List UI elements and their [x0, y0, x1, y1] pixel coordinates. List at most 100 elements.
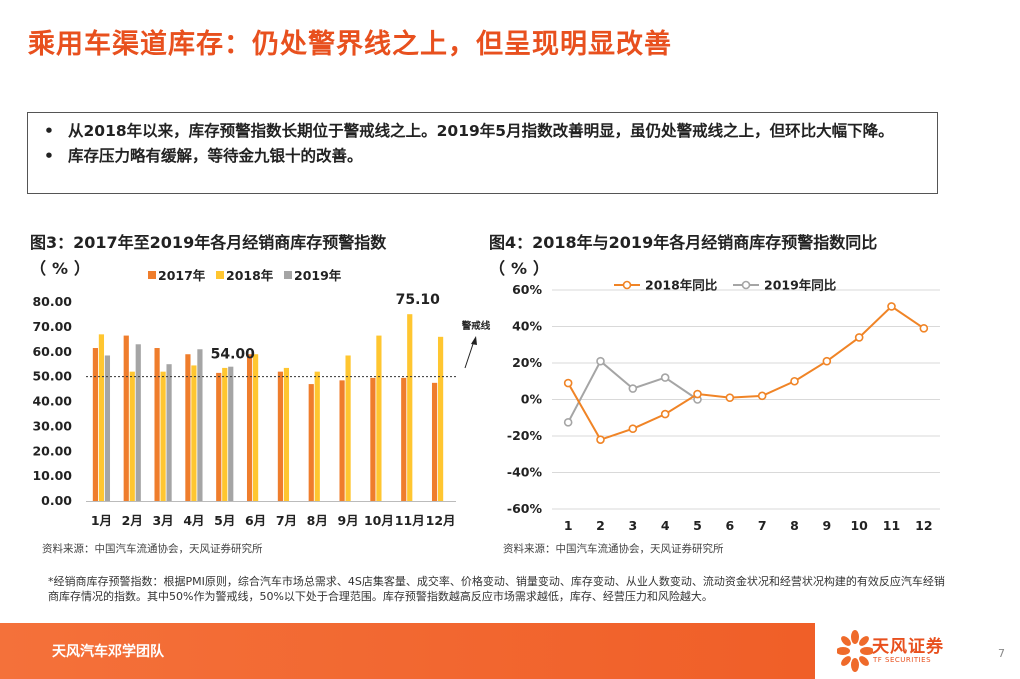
data-point [596, 435, 605, 444]
bar [129, 371, 135, 501]
figure3-title-line2: （%） [30, 259, 97, 278]
summary-box: 从2018年以来，库存预警指数长期位于警戒线之上。2019年5月指数改善明显，虽… [27, 112, 938, 194]
bar [191, 365, 197, 501]
x-tick-label: 9月 [337, 513, 358, 528]
x-tick-label: 3 [628, 518, 637, 533]
data-point [596, 356, 605, 366]
data-point [660, 373, 670, 382]
y-tick-label: 10.00 [32, 468, 72, 483]
y-tick-label: 60% [512, 282, 542, 297]
bar [123, 335, 129, 501]
y-tick-label: 60.00 [32, 344, 72, 359]
figure3-source: 资料来源：中国汽车流通协会，天风证券研究所 [42, 543, 263, 555]
footer-team: 天风汽车邓学团队 [52, 644, 164, 660]
x-tick-label: 8月 [307, 513, 328, 528]
x-tick-label: 1月 [91, 513, 112, 528]
legend-label: 2018年同比 [645, 278, 718, 293]
series-line [567, 305, 925, 441]
data-point [887, 302, 896, 311]
data-point [919, 324, 929, 333]
footer-logo: 天风证券 TF SECURITIES 7 [815, 623, 1020, 679]
bar [246, 354, 253, 501]
data-point [854, 333, 864, 342]
bar [92, 348, 99, 501]
x-tick-label: 10 [850, 518, 868, 533]
bar [314, 371, 320, 501]
bar [277, 371, 284, 501]
bar [308, 384, 314, 501]
bar [166, 364, 172, 501]
bar [98, 334, 105, 501]
legend-label: 2017年 [158, 268, 206, 283]
legend-marker [622, 280, 632, 290]
x-tick-label: 8 [790, 518, 799, 533]
y-tick-label: 20.00 [32, 443, 72, 458]
legend-label: 2019年 [294, 268, 342, 283]
y-tick-label: 30.00 [32, 418, 72, 433]
data-point [693, 389, 702, 399]
figure4-title-line2: （%） [489, 259, 556, 278]
flower-logo-icon [837, 630, 873, 672]
logo-name: 天风证券 [872, 637, 944, 657]
bar [135, 344, 141, 501]
bar [283, 367, 290, 501]
y-tick-label: -60% [507, 501, 543, 516]
data-label: 75.10 [396, 292, 441, 308]
logo-subtitle: TF SECURITIES [873, 656, 932, 664]
figure3-title: 图3：2017年至2019年各月经销商库存预警指数 （%） [30, 230, 386, 282]
bar [228, 366, 234, 501]
x-tick-label: 2月 [122, 513, 143, 528]
x-tick-label: 2 [596, 518, 605, 533]
legend-label: 2018年 [226, 268, 274, 283]
x-tick-label: 11 [883, 518, 900, 533]
bar [185, 354, 191, 501]
data-point [563, 378, 573, 388]
warning-line-arrowhead [471, 336, 477, 345]
x-tick-label: 1 [564, 518, 573, 533]
x-tick-label: 4 [661, 518, 670, 533]
bar [376, 335, 382, 501]
footer-bar: 天风汽车邓学团队 天风证券 TF SECURITIES 7 [0, 623, 1020, 679]
bar [252, 354, 259, 501]
x-tick-label: 7 [758, 518, 767, 533]
y-tick-label: 40.00 [32, 394, 72, 409]
x-tick-label: 6 [725, 518, 734, 533]
data-point [628, 424, 638, 434]
legend-marker [741, 280, 751, 290]
bar [104, 355, 111, 501]
x-tick-label: 4月 [183, 513, 204, 528]
data-point [725, 393, 735, 402]
x-tick-label: 5 [693, 518, 702, 533]
page-title: 乘用车渠道库存：仍处警界线之上，但呈现明显改善 [28, 29, 672, 60]
data-point [660, 409, 670, 419]
x-tick-label: 10月 [364, 513, 394, 528]
bullet-item: 从2018年以来，库存预警指数长期位于警戒线之上。2019年5月指数改善明显，虽… [40, 119, 925, 144]
bar [222, 367, 228, 501]
x-tick-label: 12月 [426, 513, 456, 528]
legend-swatch [284, 271, 292, 279]
bar [437, 336, 444, 501]
page-number: 7 [998, 647, 1005, 660]
warning-line-arrow [464, 340, 475, 369]
warning-line-label: 警戒线 [462, 320, 491, 332]
y-tick-label: -20% [507, 428, 543, 443]
bar [431, 382, 438, 501]
legend-swatch [216, 271, 224, 279]
x-tick-label: 12 [915, 518, 932, 533]
x-tick-label: 11月 [395, 513, 425, 528]
data-label: 54.00 [211, 347, 256, 363]
figure4-title-line1: 图4：2018年与2019年各月经销商库存预警指数同比 [489, 233, 878, 252]
data-point [628, 384, 638, 393]
y-tick-label: 40% [512, 319, 542, 334]
bullet-item: 库存压力略有缓解，等待金九银十的改善。 [40, 144, 925, 169]
data-point [790, 376, 799, 386]
y-tick-label: 0.00 [41, 493, 72, 508]
x-tick-label: 5月 [214, 513, 235, 528]
bar [160, 371, 166, 501]
footnote: *经销商库存预警指数：根据PMI原则，综合汽车市场总需求、4S店集客量、成交率、… [48, 575, 945, 603]
legend-swatch [148, 271, 156, 279]
bar [401, 377, 407, 501]
y-tick-label: 80.00 [32, 294, 72, 309]
